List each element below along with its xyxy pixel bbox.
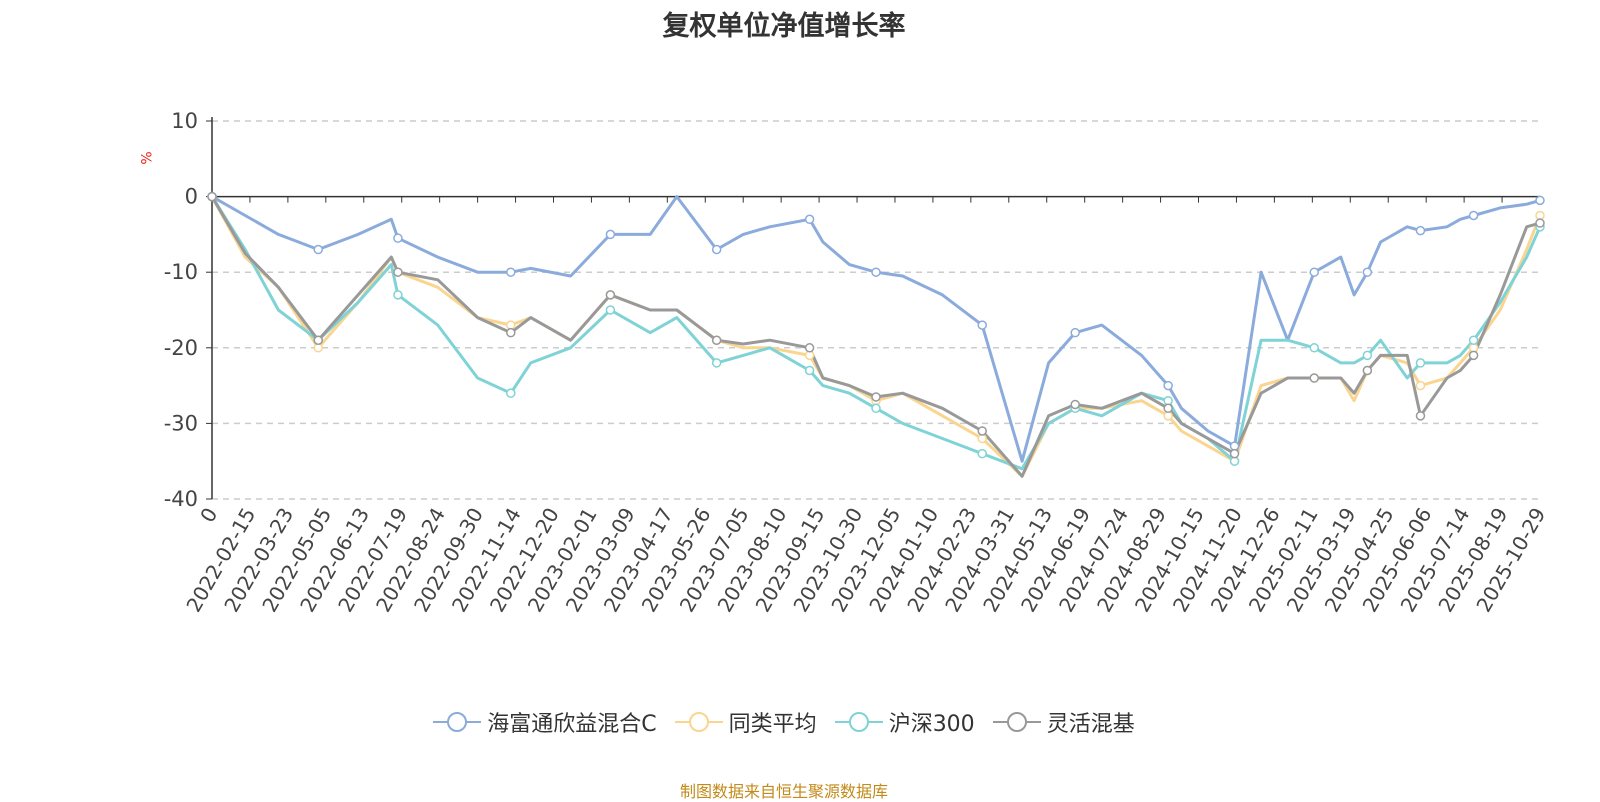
series-point-3[interactable] — [506, 327, 516, 338]
y-tick-label: 10 — [171, 109, 198, 133]
legend: 海富通欣益混合C 同类平均 沪深300 灵活混基 — [0, 706, 1568, 738]
series-point-2[interactable] — [1415, 358, 1426, 368]
series-point-3[interactable] — [1362, 365, 1373, 376]
series-markers — [207, 191, 1545, 466]
series-point-0[interactable] — [605, 229, 616, 240]
series-point-3[interactable] — [804, 343, 815, 353]
series-point-3[interactable] — [871, 392, 881, 402]
y-tick-label: -40 — [164, 487, 198, 511]
series-point-0[interactable] — [1070, 327, 1080, 338]
series-point-3[interactable] — [605, 290, 616, 300]
series-point-0[interactable] — [711, 244, 722, 255]
legend-label-fund: 海富通欣益混合C — [487, 712, 657, 737]
chart-title: 复权单位净值增长率 — [662, 11, 906, 42]
legend-marker-fund-icon — [433, 712, 482, 732]
series-point-2[interactable] — [804, 365, 815, 376]
legend-item-peer-average[interactable]: 同类平均 — [674, 706, 817, 738]
series-point-2[interactable] — [1229, 456, 1240, 466]
grid-lines — [212, 120, 1540, 500]
series-point-3[interactable] — [1309, 373, 1319, 383]
series-point-0[interactable] — [871, 267, 881, 277]
series-point-0[interactable] — [804, 214, 815, 225]
series-point-0[interactable] — [977, 320, 987, 330]
series-point-2[interactable] — [1163, 395, 1173, 406]
series-point-1[interactable] — [506, 320, 516, 330]
series-point-2[interactable] — [1468, 335, 1479, 345]
legend-marker-flexible-mixed-icon — [992, 712, 1041, 732]
series-point-0[interactable] — [313, 244, 323, 255]
series-point-2[interactable] — [393, 290, 403, 300]
series-point-3[interactable] — [393, 267, 403, 277]
series-point-0[interactable] — [393, 233, 403, 243]
series-line-2[interactable] — [210, 195, 1542, 471]
legend-label-flexible-mixed: 灵活混基 — [1046, 712, 1135, 737]
series-point-3[interactable] — [1415, 411, 1426, 421]
series-point-2[interactable] — [605, 305, 616, 315]
series-line-1[interactable] — [210, 195, 1542, 478]
series-point-0[interactable] — [1362, 267, 1373, 277]
legend-label-peer-average: 同类平均 — [728, 712, 817, 737]
data-source-note: 制图数据来自恒生聚源数据库 — [679, 782, 888, 801]
series-point-1[interactable] — [1468, 343, 1479, 353]
series-point-2[interactable] — [871, 403, 881, 414]
series-point-1[interactable] — [1535, 210, 1545, 221]
series-point-3[interactable] — [977, 426, 987, 436]
series-point-0[interactable] — [1309, 267, 1319, 277]
series-point-0[interactable] — [1163, 380, 1173, 391]
legend-item-flexible-mixed[interactable]: 灵活混基 — [992, 706, 1135, 738]
series-point-2[interactable] — [977, 448, 987, 459]
series-point-2[interactable] — [1362, 350, 1373, 361]
x-tick-label: 0 — [195, 504, 222, 527]
series-point-1[interactable] — [804, 350, 815, 361]
series-line-0[interactable] — [211, 195, 1541, 463]
series-point-3[interactable] — [207, 191, 217, 202]
legend-label-csi300: 沪深300 — [888, 712, 975, 737]
y-tick-label: -10 — [164, 260, 198, 284]
legend-marker-peer-average-icon — [674, 712, 723, 732]
legend-marker-csi300-icon — [834, 712, 883, 732]
series-point-3[interactable] — [313, 335, 323, 345]
series-point-1[interactable] — [1163, 411, 1173, 421]
y-tick-label: -30 — [164, 411, 198, 435]
series-point-3[interactable] — [1535, 218, 1545, 228]
series-point-0[interactable] — [1229, 441, 1240, 451]
series-point-3[interactable] — [711, 335, 722, 345]
y-tick-label: -20 — [164, 336, 198, 360]
legend-item-fund[interactable]: 海富通欣益混合C — [433, 706, 657, 738]
series-point-3[interactable] — [1468, 350, 1479, 361]
series-point-3[interactable] — [1229, 448, 1240, 459]
series-point-3[interactable] — [1070, 399, 1080, 410]
series-point-2[interactable] — [711, 358, 722, 368]
series-line-3[interactable] — [210, 195, 1541, 478]
series-point-2[interactable] — [506, 388, 516, 398]
series-point-0[interactable] — [1535, 195, 1545, 206]
series-point-1[interactable] — [1415, 380, 1426, 391]
y-tick-label: 0 — [185, 185, 198, 209]
series-point-0[interactable] — [506, 267, 516, 277]
series-point-1[interactable] — [977, 433, 987, 444]
series-point-0[interactable] — [1415, 225, 1426, 236]
series-point-1[interactable] — [313, 343, 323, 353]
series-lines — [210, 195, 1542, 478]
series-point-2[interactable] — [1309, 343, 1319, 353]
legend-item-csi300[interactable]: 沪深300 — [834, 706, 975, 738]
series-point-3[interactable] — [1163, 403, 1173, 414]
series-point-0[interactable] — [1468, 210, 1479, 221]
